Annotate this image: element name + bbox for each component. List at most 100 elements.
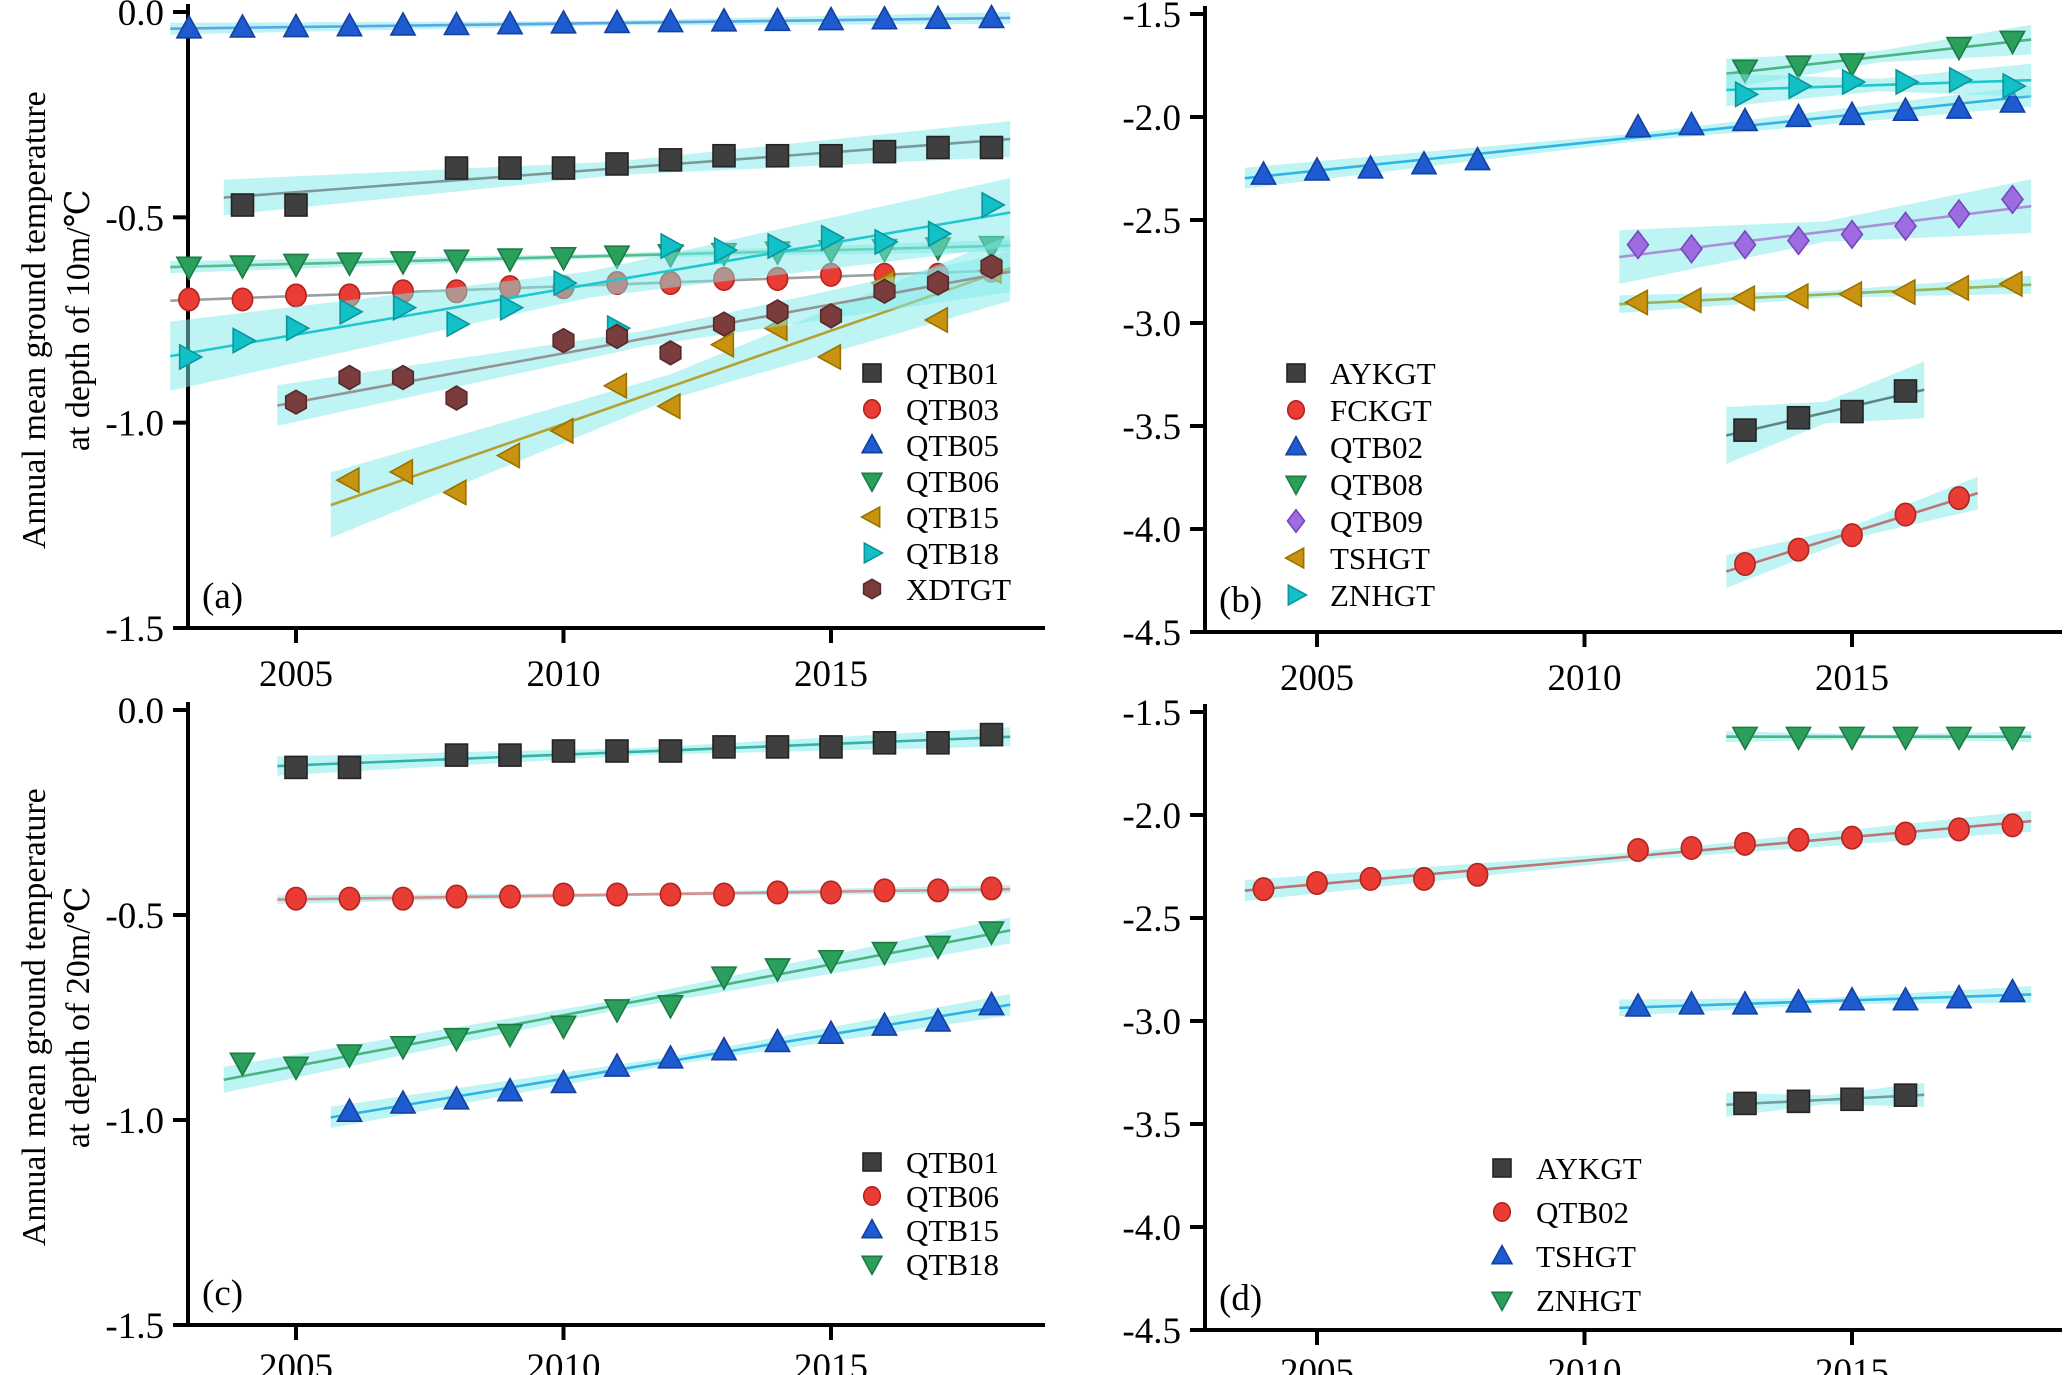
legend-d-TSHGT-marker-icon [1490, 1243, 1514, 1265]
legend-d-TSHGT-label: TSHGT [1536, 1239, 1636, 1274]
panel-label-a: (a) [202, 576, 243, 617]
y-tick-label-b: -4.5 [1122, 613, 1181, 654]
a-QTB18-point [767, 232, 792, 260]
c-QTB18-point [603, 999, 631, 1024]
a-QTB05-point [710, 7, 738, 32]
y-axis-title-10m-line1: Annual mean ground temperature [15, 91, 53, 550]
a-QTB18-point [232, 327, 257, 354]
a-QTB18-point [820, 224, 846, 252]
d-QTB02-point [2001, 813, 2024, 838]
x-tick-label-c: 2010 [527, 1347, 601, 1375]
d-ZNHGT-point [1999, 726, 2026, 752]
a-QTB15-point [495, 442, 521, 469]
a-QTB01-point [926, 135, 950, 160]
legend-c-QTB01-marker-icon [862, 1152, 882, 1172]
a-QTB05-point [924, 4, 952, 30]
b-QTB09-point [1947, 198, 1971, 229]
c-QTB15-point [924, 1007, 952, 1032]
d-QTB02-point [1841, 825, 1863, 850]
d-ZNHGT-point [1785, 726, 1812, 752]
b-ZNHGT-point [1841, 68, 1867, 96]
y-axis-title-10m-line2: at depth of 10m/℃ [60, 189, 97, 452]
y-tick-label-d: -2.5 [1122, 899, 1181, 940]
a-XDTGT-point [659, 340, 682, 366]
c-QTB01-point [605, 739, 629, 763]
a-QTB05-point [871, 5, 898, 30]
panel-a: 0.0 -0.5 -1.0 -1.5 2005 2010 2015 (a) QTB01QTB03… [105, 0, 1045, 695]
c-QTB01-point [658, 739, 683, 763]
a-QTB06-point [229, 255, 256, 280]
b-QTB09-point [1840, 219, 1864, 250]
c-QTB01-point [872, 730, 897, 755]
y-tick-label-c: 0.0 [118, 691, 164, 732]
y-tick-label-d: -4.5 [1122, 1311, 1181, 1352]
b-QTB02-point [1785, 102, 1812, 128]
c-QTB15-point [389, 1089, 417, 1114]
b-AYKGT-point [1840, 399, 1864, 424]
c-QTB06-point [285, 886, 307, 911]
a-XDTGT-point [873, 278, 896, 305]
c-QTB15-point [496, 1076, 524, 1102]
d-QTB02-point [1306, 870, 1328, 896]
c-QTB18-point [282, 1056, 310, 1082]
b-QTB02-point [1250, 160, 1277, 185]
b-TSHGT-point [1944, 274, 1970, 302]
y-tick-label-b: -1.5 [1122, 0, 1181, 36]
d-TSHGT-point [1785, 988, 1812, 1013]
d-QTB02-point [1894, 821, 1917, 846]
a-QTB06-point [389, 251, 417, 276]
y-tick-label-d: -3.5 [1122, 1105, 1181, 1146]
a-QTB05-point [229, 13, 256, 38]
c-QTB18-point [389, 1036, 417, 1061]
a-QTB06-point [443, 249, 470, 274]
b-FCKGT-point [1894, 502, 1917, 527]
y-tick-label-a: 0.0 [118, 0, 164, 34]
a-QTB05-point [978, 3, 1005, 29]
y-tick-label-c: -1.0 [105, 1101, 164, 1142]
c-QTB18-point [550, 1015, 577, 1041]
b-TSHGT-point [1784, 282, 1809, 310]
a-QTB15-point [549, 417, 574, 445]
legend-c-QTB06-label: QTB06 [906, 1179, 999, 1214]
a-QTB01-point [444, 156, 469, 180]
b-ZNHGT-point [2002, 72, 2027, 100]
legend-d-AYKGT-label: AYKGT [1536, 1151, 1642, 1186]
y-tick-label-d: -2.0 [1122, 796, 1181, 837]
d-QTB02-point [1787, 827, 1810, 852]
a-XDTGT-point [284, 389, 308, 415]
a-QTB18-point [874, 228, 899, 256]
a-QTB15-point [335, 466, 360, 494]
c-QTB15-point [764, 1027, 791, 1053]
a-QTB15-point [816, 343, 842, 371]
panel-label-b: (b) [1219, 580, 1262, 621]
a-QTB06-point [603, 245, 631, 270]
legend-b-FCKGT-marker-icon [1286, 400, 1306, 420]
d-ZNHGT-point [1731, 726, 1759, 752]
d-QTB02-point [1252, 877, 1275, 902]
a-QTB01-point [765, 143, 790, 168]
a-QTB05-point [496, 10, 524, 35]
a-QTB05-point [603, 8, 631, 34]
legend-a-XDTGT-marker-icon [862, 578, 882, 600]
a-QTB18-point [553, 269, 578, 297]
legend-d-ZNHGT-label: ZNHGT [1536, 1283, 1641, 1318]
y-tick-label-b: -2.5 [1122, 201, 1181, 242]
legend-c-QTB15-marker-icon [860, 1217, 884, 1239]
b-FCKGT-point [1787, 537, 1810, 562]
d-AYKGT-point [1893, 1083, 1918, 1107]
b-QTB02-point [1464, 145, 1491, 171]
a-QTB01-point [551, 156, 576, 180]
a-QTB18-point [392, 294, 418, 322]
a-QTB05-point [443, 10, 470, 36]
a-QTB01-point [712, 143, 736, 168]
panel-c: 0.0 -0.5 -1.0 -1.5 2005 2010 2015 (c) QTB01QTB06… [105, 691, 1045, 1375]
c-QTB06-point [552, 882, 575, 907]
b-QTB09-point [2001, 184, 2024, 215]
a-QTB05-point [389, 11, 417, 36]
a-QTB01-point [605, 152, 629, 176]
a-XDTGT-point [926, 270, 950, 296]
a-QTB03-point [178, 287, 200, 312]
c-QTB06-point [820, 880, 842, 905]
